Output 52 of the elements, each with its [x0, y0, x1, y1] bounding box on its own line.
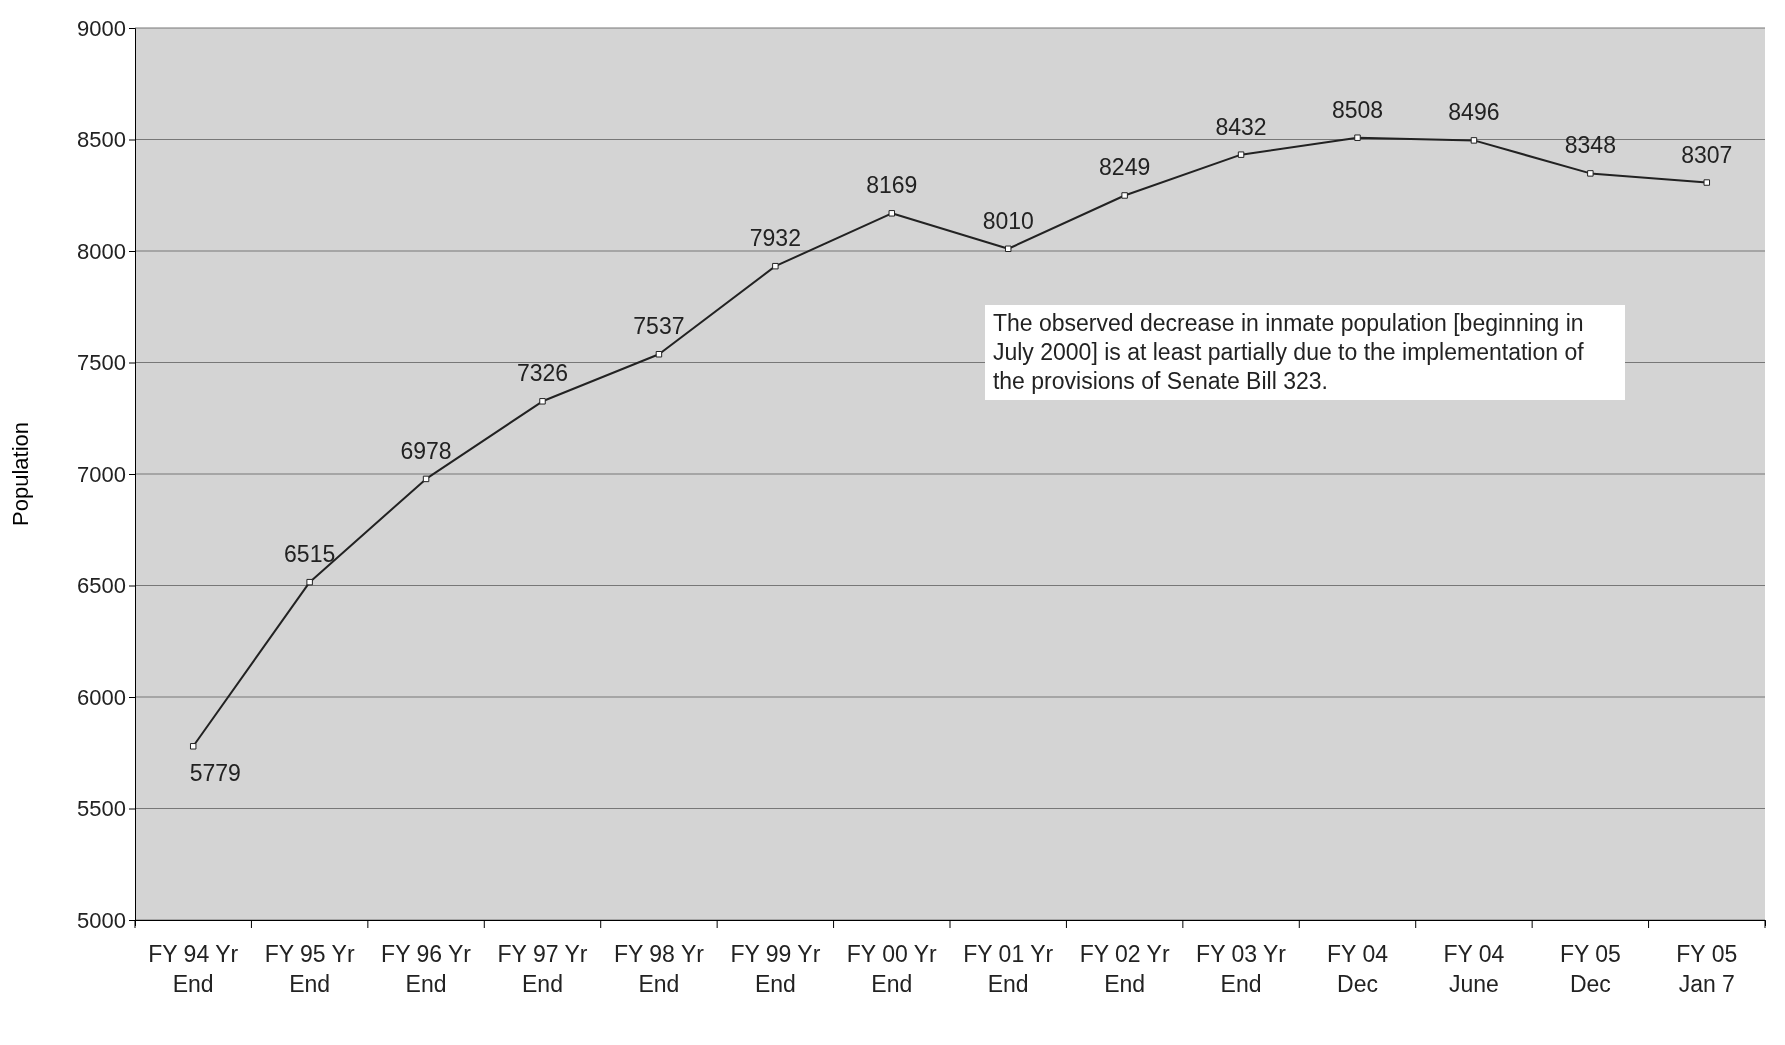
point — [189, 743, 197, 750]
point — [1004, 245, 1012, 253]
data-label: 6515 — [284, 541, 336, 568]
x-tick-label: FY 95 Yr End — [264, 941, 355, 997]
data-label: 7537 — [633, 313, 685, 340]
data-label: 7326 — [516, 360, 569, 387]
x-tick-label: FY 05 Dec — [1559, 941, 1621, 997]
point — [539, 398, 546, 405]
x-tick-label: FY 99 Yr End — [730, 941, 821, 997]
point — [1587, 170, 1594, 177]
y-tick-label: 6000 — [77, 684, 126, 710]
data-label: 8348 — [1564, 132, 1616, 159]
annotation: The observed decrease in inmate population [beginning in July 2000] is at least partially due to the implementation of the provisions of Senate Bill 323. — [984, 304, 1625, 400]
data-label: 7932 — [749, 225, 801, 252]
y-tick-label: 8500 — [77, 127, 126, 153]
x-tick-label: FY 05 Jan 7 — [1676, 941, 1738, 997]
x-tick-label: FY 01 Yr End — [963, 941, 1054, 997]
x-tick-label: FY 02 Yr End — [1079, 941, 1170, 997]
y-tick-label: 5500 — [77, 796, 126, 822]
point — [655, 351, 663, 358]
x-tick-label: FY 97 Yr End — [497, 941, 588, 997]
data-label: 8496 — [1448, 99, 1500, 126]
x-tick-label: FY 04 June — [1443, 941, 1505, 997]
point — [888, 210, 896, 217]
data-label: 8432 — [1215, 113, 1267, 140]
x-tick-label: FY 96 Yr End — [381, 941, 472, 997]
data-label: 8508 — [1331, 96, 1384, 123]
y-tick-label: 7500 — [77, 350, 126, 376]
y-tick-label: 7000 — [77, 461, 126, 487]
x-tick-label: FY 04 Dec — [1327, 941, 1389, 997]
x-tick-label: FY 03 Yr End — [1196, 941, 1287, 997]
y-tick-label: 8000 — [77, 238, 126, 264]
data-label: 8307 — [1681, 141, 1733, 168]
point — [1354, 134, 1361, 141]
y-tick-label: 6500 — [77, 573, 126, 599]
point — [306, 578, 313, 586]
y-tick-label: 9000 — [77, 15, 126, 41]
data-label: 8169 — [866, 172, 918, 199]
x-tick-label: FY 98 Yr End — [613, 941, 705, 997]
data-label: 5779 — [189, 760, 241, 787]
data-label: 6978 — [400, 437, 452, 464]
y-tick-label: 5000 — [77, 907, 126, 933]
point — [1237, 151, 1245, 158]
point — [772, 262, 779, 270]
x-tick-label: FY 94 Yr End — [148, 941, 239, 997]
y-axis-title: Population — [8, 422, 33, 526]
x-tick-label: FY 00 Yr End — [846, 941, 938, 997]
point — [1121, 192, 1128, 199]
data-label: 8010 — [982, 207, 1034, 234]
point — [1703, 179, 1711, 186]
data-label: 8249 — [1099, 154, 1151, 181]
point — [1470, 137, 1478, 144]
